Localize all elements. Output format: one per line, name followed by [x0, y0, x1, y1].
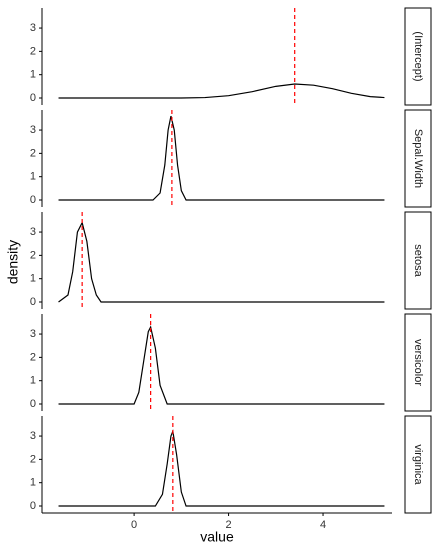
density-line	[58, 429, 385, 507]
facet-strip	[404, 7, 432, 106]
y-tick-label: 3	[30, 124, 36, 136]
y-tick-label: 2	[30, 351, 36, 363]
y-tick-label: 3	[30, 328, 36, 340]
facet-label: versicolor	[412, 339, 424, 386]
facet-label: setosa	[412, 244, 424, 277]
facet-strip	[404, 313, 432, 412]
y-tick-label: 2	[30, 453, 36, 465]
y-tick-label: 2	[30, 147, 36, 159]
y-tick-label: 3	[30, 22, 36, 34]
y-tick-label: 1	[30, 171, 36, 183]
y-tick-label: 0	[30, 296, 36, 308]
facet-strip	[404, 109, 432, 208]
x-axis-title: value	[200, 529, 234, 545]
y-tick-label: 2	[30, 45, 36, 57]
facet-strip	[404, 415, 432, 514]
density-line	[58, 221, 385, 303]
y-tick-label: 0	[30, 194, 36, 206]
y-tick-label: 1	[30, 69, 36, 81]
x-tick-label: 2	[226, 519, 232, 531]
facet-label: Sepal.Width	[412, 129, 424, 188]
y-tick-label: 1	[30, 477, 36, 489]
y-tick-label: 0	[30, 500, 36, 512]
y-tick-label: 3	[30, 430, 36, 442]
y-tick-label: 1	[30, 375, 36, 387]
y-axis-title: density	[5, 240, 21, 284]
density-line	[58, 325, 385, 405]
x-tick-label: 4	[320, 519, 326, 531]
x-tick-label: 0	[131, 519, 137, 531]
density-line	[58, 83, 385, 99]
facet-label: (Intercept)	[412, 31, 424, 81]
y-tick-label: 2	[30, 249, 36, 261]
y-tick-label: 1	[30, 273, 36, 285]
density-line	[58, 115, 385, 201]
y-tick-label: 0	[30, 398, 36, 410]
facet-strip	[404, 211, 432, 310]
facet-label: virginica	[412, 444, 424, 485]
y-tick-label: 0	[30, 92, 36, 104]
y-tick-label: 3	[30, 226, 36, 238]
